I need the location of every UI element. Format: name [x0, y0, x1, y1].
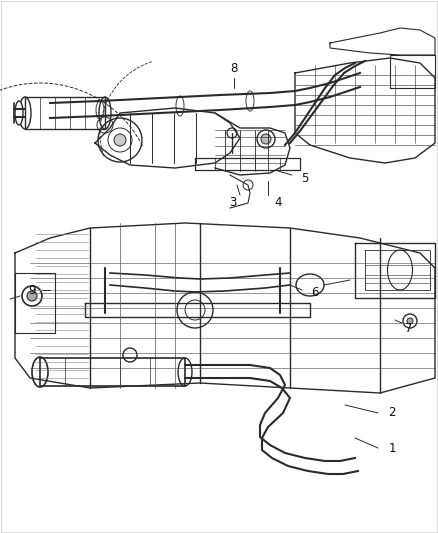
Text: 6: 6 [311, 287, 319, 300]
Text: 7: 7 [405, 321, 413, 335]
Circle shape [257, 130, 275, 148]
Text: 3: 3 [230, 197, 237, 209]
Ellipse shape [32, 357, 48, 387]
Circle shape [114, 134, 126, 146]
Circle shape [261, 134, 271, 144]
Circle shape [22, 286, 42, 306]
Text: 9: 9 [28, 284, 36, 296]
Circle shape [177, 292, 213, 328]
Circle shape [227, 128, 237, 138]
Text: 8: 8 [230, 61, 238, 75]
Text: 5: 5 [301, 172, 309, 184]
Text: 2: 2 [388, 407, 396, 419]
Circle shape [403, 314, 417, 328]
Text: 1: 1 [388, 441, 396, 455]
Ellipse shape [15, 101, 23, 125]
Circle shape [407, 318, 413, 324]
Text: 4: 4 [274, 197, 282, 209]
Circle shape [27, 291, 37, 301]
Circle shape [123, 348, 137, 362]
